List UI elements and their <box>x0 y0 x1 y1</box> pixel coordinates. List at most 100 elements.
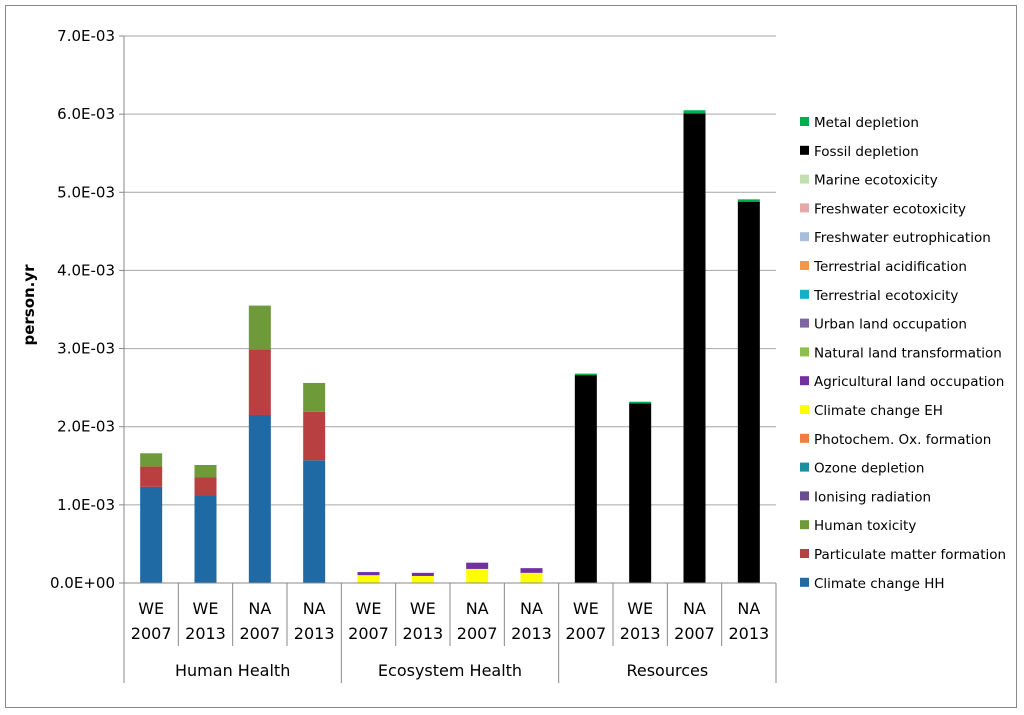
legend-item: Climate change HH <box>800 576 945 592</box>
bar-segment <box>574 373 597 376</box>
bar-segment <box>140 466 163 487</box>
legend-label: Ozone depletion <box>814 461 925 477</box>
bar-segment <box>411 575 434 583</box>
bar-segment <box>629 403 652 583</box>
bar-segment <box>737 199 760 202</box>
bar-segment <box>303 382 326 412</box>
legend-label: Terrestrial acidification <box>813 259 967 275</box>
legend-label: Urban land occupation <box>814 317 967 333</box>
x-group-label: Ecosystem Health <box>378 661 522 680</box>
y-tick-label: 6.0E-03 <box>57 105 115 123</box>
legend-swatch <box>800 462 809 472</box>
bar-segment <box>466 568 489 583</box>
x-category-label: NA <box>466 599 489 618</box>
legend-swatch <box>800 376 809 386</box>
bar-segment <box>248 305 271 350</box>
bar-segment <box>303 411 326 461</box>
y-tick-label: 4.0E-03 <box>57 261 115 279</box>
bar-segment <box>357 572 380 576</box>
y-tick-label: 2.0E-03 <box>57 418 115 436</box>
x-category-year: 2007 <box>674 624 715 643</box>
legend-label: Freshwater ecotoxicity <box>814 201 966 217</box>
legend-swatch <box>800 232 809 242</box>
y-tick-label: 3.0E-03 <box>57 340 115 358</box>
y-axis-label: person.yr <box>20 264 38 346</box>
legend-label: Climate change EH <box>814 403 943 419</box>
bar-segment <box>140 453 163 467</box>
chart-frame <box>5 5 1017 708</box>
bar-segment <box>303 460 326 583</box>
legend-swatch <box>800 289 809 299</box>
legend-label: Terrestrial ecotoxicity <box>813 288 958 304</box>
x-category-year: 2013 <box>185 624 226 643</box>
x-category-label: WE <box>193 599 219 618</box>
legend-swatch <box>800 318 809 328</box>
x-category-label: WE <box>573 599 599 618</box>
x-category-label: WE <box>138 599 164 618</box>
legend-swatch <box>800 347 809 357</box>
legend-swatch <box>800 491 809 501</box>
bar-segment <box>194 465 217 478</box>
legend-swatch <box>800 261 809 270</box>
legend-label: Agricultural land occupation <box>814 374 1004 390</box>
legend-item: Agricultural land occupation <box>800 374 1004 390</box>
x-axis: WE 2007 WE 2013 NA 2007 NA 2013 Human Health WE 20… <box>123 582 777 683</box>
legend-swatch <box>800 405 809 414</box>
x-category-label: NA <box>248 599 271 618</box>
bar-segment <box>683 110 706 114</box>
x-category-year: 2013 <box>620 624 661 643</box>
legend-swatch <box>800 145 809 155</box>
legend-item: Freshwater ecotoxicity <box>800 201 966 217</box>
legend-item: Fossil depletion <box>800 144 919 160</box>
legend-swatch <box>800 203 809 213</box>
bar-segment <box>683 113 706 584</box>
x-category-label: NA <box>683 599 706 618</box>
legend-item: Marine ecotoxicity <box>800 173 938 189</box>
x-group-label: Human Health <box>175 661 290 680</box>
legend-swatch <box>800 549 809 558</box>
legend-item: Climate change EH <box>800 403 943 419</box>
y-tick-label: 0.0E+00 <box>50 574 115 592</box>
bar-segment <box>357 575 380 583</box>
legend-swatch <box>800 433 809 443</box>
legend-item: Human toxicity <box>800 518 916 534</box>
x-category-label: NA <box>737 599 760 618</box>
y-tick-label: 5.0E-03 <box>57 183 115 201</box>
legend-swatch <box>800 174 809 184</box>
legend-item: Urban land occupation <box>800 317 967 333</box>
legend-label: Freshwater eutrophication <box>814 230 991 246</box>
legend-item: Photochem. Ox. formation <box>800 432 991 448</box>
y-axis-ticks: 0.0E+00 1.0E-03 2.0E-03 3.0E-03 4.0E-03 5.0E-… <box>50 27 125 592</box>
bar-segment <box>248 414 271 583</box>
legend: Metal depletion Fossil depletion Marine ec… <box>800 115 1006 592</box>
legend-label: Climate change HH <box>814 576 945 592</box>
legend-item: Particulate matter formation <box>800 547 1006 563</box>
x-category-label: NA <box>303 599 326 618</box>
x-category-year: 2007 <box>131 624 172 643</box>
bar-segment <box>520 572 543 583</box>
x-group-label: Resources <box>626 661 708 680</box>
y-tick-label: 1.0E-03 <box>57 496 115 514</box>
legend-label: Photochem. Ox. formation <box>814 432 991 448</box>
legend-label: Particulate matter formation <box>814 547 1006 563</box>
bar-segment <box>194 477 217 496</box>
bar-segment <box>629 401 652 404</box>
y-tick-label: 7.0E-03 <box>57 27 115 45</box>
legend-item: Freshwater eutrophication <box>800 230 991 246</box>
gridlines <box>124 35 776 506</box>
x-category-year: 2013 <box>511 624 552 643</box>
bar-segment <box>574 375 597 583</box>
x-category-year: 2007 <box>348 624 389 643</box>
legend-item: Ozone depletion <box>800 461 925 477</box>
x-category-label: WE <box>410 599 436 618</box>
legend-swatch <box>800 577 809 587</box>
bar-segment <box>248 349 271 415</box>
x-category-year: 2013 <box>728 624 769 643</box>
legend-item: Terrestrial ecotoxicity <box>800 288 958 304</box>
legend-swatch <box>800 520 809 530</box>
bar-segment <box>520 568 543 573</box>
bar-segment <box>737 201 760 584</box>
x-category-label: WE <box>356 599 382 618</box>
x-category-year: 2007 <box>457 624 498 643</box>
